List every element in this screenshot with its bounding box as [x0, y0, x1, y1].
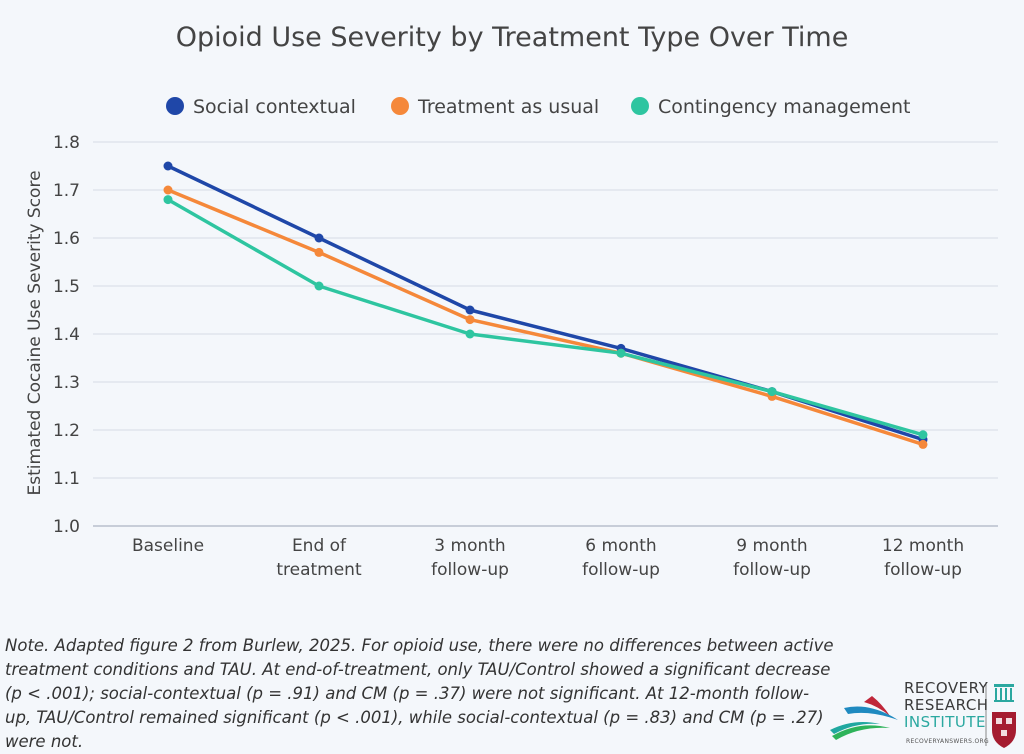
data-point [314, 247, 324, 257]
data-point [465, 305, 475, 315]
legend-item: Contingency management [631, 96, 911, 118]
line-chart: Opioid Use Severity by Treatment Type Ov… [25, 22, 998, 580]
legend-marker [166, 97, 184, 115]
logo-line1: RECOVERY [904, 679, 989, 697]
data-point [918, 439, 928, 449]
figure-note: Note. Adapted figure 2 from Burlew, 2025… [5, 636, 834, 751]
series-line [167, 164, 924, 442]
data-point [616, 348, 626, 358]
y-axis-ticks: 1.0 1.1 1.2 1.3 1.4 1.5 1.6 1.7 1.8 [53, 133, 80, 537]
y-tick-label: 1.2 [53, 421, 80, 441]
series-line [167, 198, 924, 437]
data-point [767, 387, 777, 397]
data-point [918, 430, 928, 440]
series-treatment-as-usual [163, 185, 928, 449]
logo-line2: RESEARCH [904, 696, 989, 714]
legend-label: Treatment as usual [417, 96, 599, 118]
x-axis-ticks: Baseline End of treatment 3 month follow-up 6… [132, 536, 964, 580]
legend-marker [631, 97, 649, 115]
logo-wordmark: RECOVERY RESEARCH INSTITUTE [904, 680, 989, 731]
legend-label: Social contextual [193, 96, 356, 118]
chart-title: Opioid Use Severity by Treatment Type Ov… [176, 22, 849, 53]
y-tick-label: 1.4 [53, 325, 80, 345]
y-tick-label: 1.5 [53, 277, 80, 297]
data-point [163, 185, 173, 195]
x-tick-label: 6 month follow-up [582, 536, 660, 580]
logo-swoosh-icon [830, 682, 1016, 748]
data-point [163, 161, 173, 171]
y-tick-label: 1.0 [53, 517, 80, 537]
chart-legend: Social contextual Treatment as usual Conti… [166, 96, 911, 118]
series-line [167, 188, 924, 447]
chart-gridlines [93, 141, 998, 527]
data-point [465, 315, 475, 325]
legend-item: Social contextual [166, 96, 356, 118]
x-tick-label: 12 month follow-up [882, 536, 964, 580]
y-tick-label: 1.1 [53, 469, 80, 489]
chart-series [163, 161, 928, 449]
x-tick-label: End of treatment [276, 536, 362, 580]
legend-label: Contingency management [658, 96, 911, 118]
recovery-research-institute-logo: RECOVERY RESEARCH INSTITUTE RECOVERYANSW… [830, 676, 1024, 750]
x-tick-label: 3 month follow-up [431, 536, 509, 580]
y-tick-label: 1.6 [53, 229, 80, 249]
data-point [314, 281, 324, 291]
legend-item: Treatment as usual [391, 96, 599, 118]
column-icon [994, 684, 1014, 702]
y-tick-label: 1.7 [53, 181, 80, 201]
logo-line3: INSTITUTE [904, 713, 987, 731]
x-tick-label: Baseline [132, 536, 204, 556]
y-tick-label: 1.8 [53, 133, 80, 153]
series-contingency-management [163, 195, 928, 440]
logo-url: RECOVERYANSWERS.ORG [906, 738, 989, 745]
data-point [163, 195, 173, 205]
y-axis-label: Estimated Cocaine Use Severity Score [25, 170, 45, 495]
x-tick-label: 9 month follow-up [733, 536, 811, 580]
legend-marker [391, 97, 409, 115]
data-point [465, 329, 475, 339]
y-tick-label: 1.3 [53, 373, 80, 393]
data-point [314, 233, 324, 243]
